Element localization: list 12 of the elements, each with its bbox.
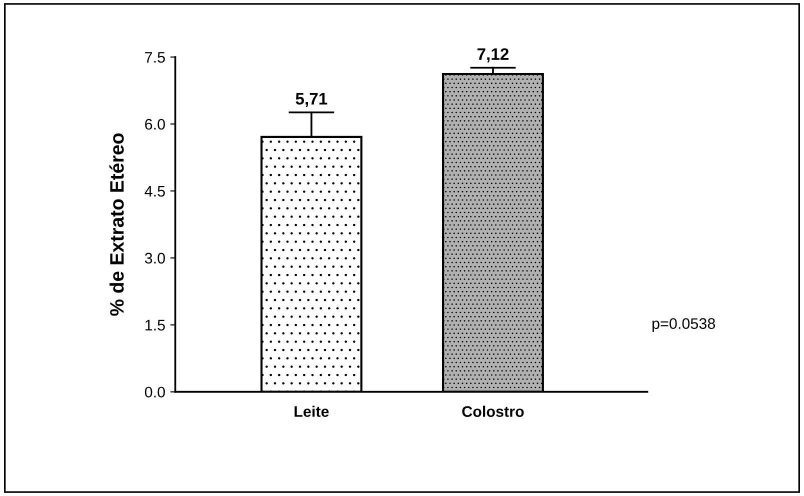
y-axis-title: % de Extrato Etéreo: [109, 133, 124, 316]
y-tick-label: 0.0: [144, 386, 165, 398]
y-tick-label: 7.5: [145, 52, 165, 63]
x-tick-label: Colostro: [462, 406, 524, 417]
x-tick-label: Leite: [294, 406, 329, 417]
y-tick-label: 3.0: [144, 252, 165, 264]
text: p=0.0538: [652, 318, 716, 332]
y-tick-label: 4.5: [144, 186, 165, 197]
data-label: 5,71: [296, 93, 328, 108]
y-tick-label: 1.5: [145, 320, 165, 331]
data-label: 7,12: [477, 48, 509, 62]
y-tick-label: 6.0: [145, 118, 165, 130]
